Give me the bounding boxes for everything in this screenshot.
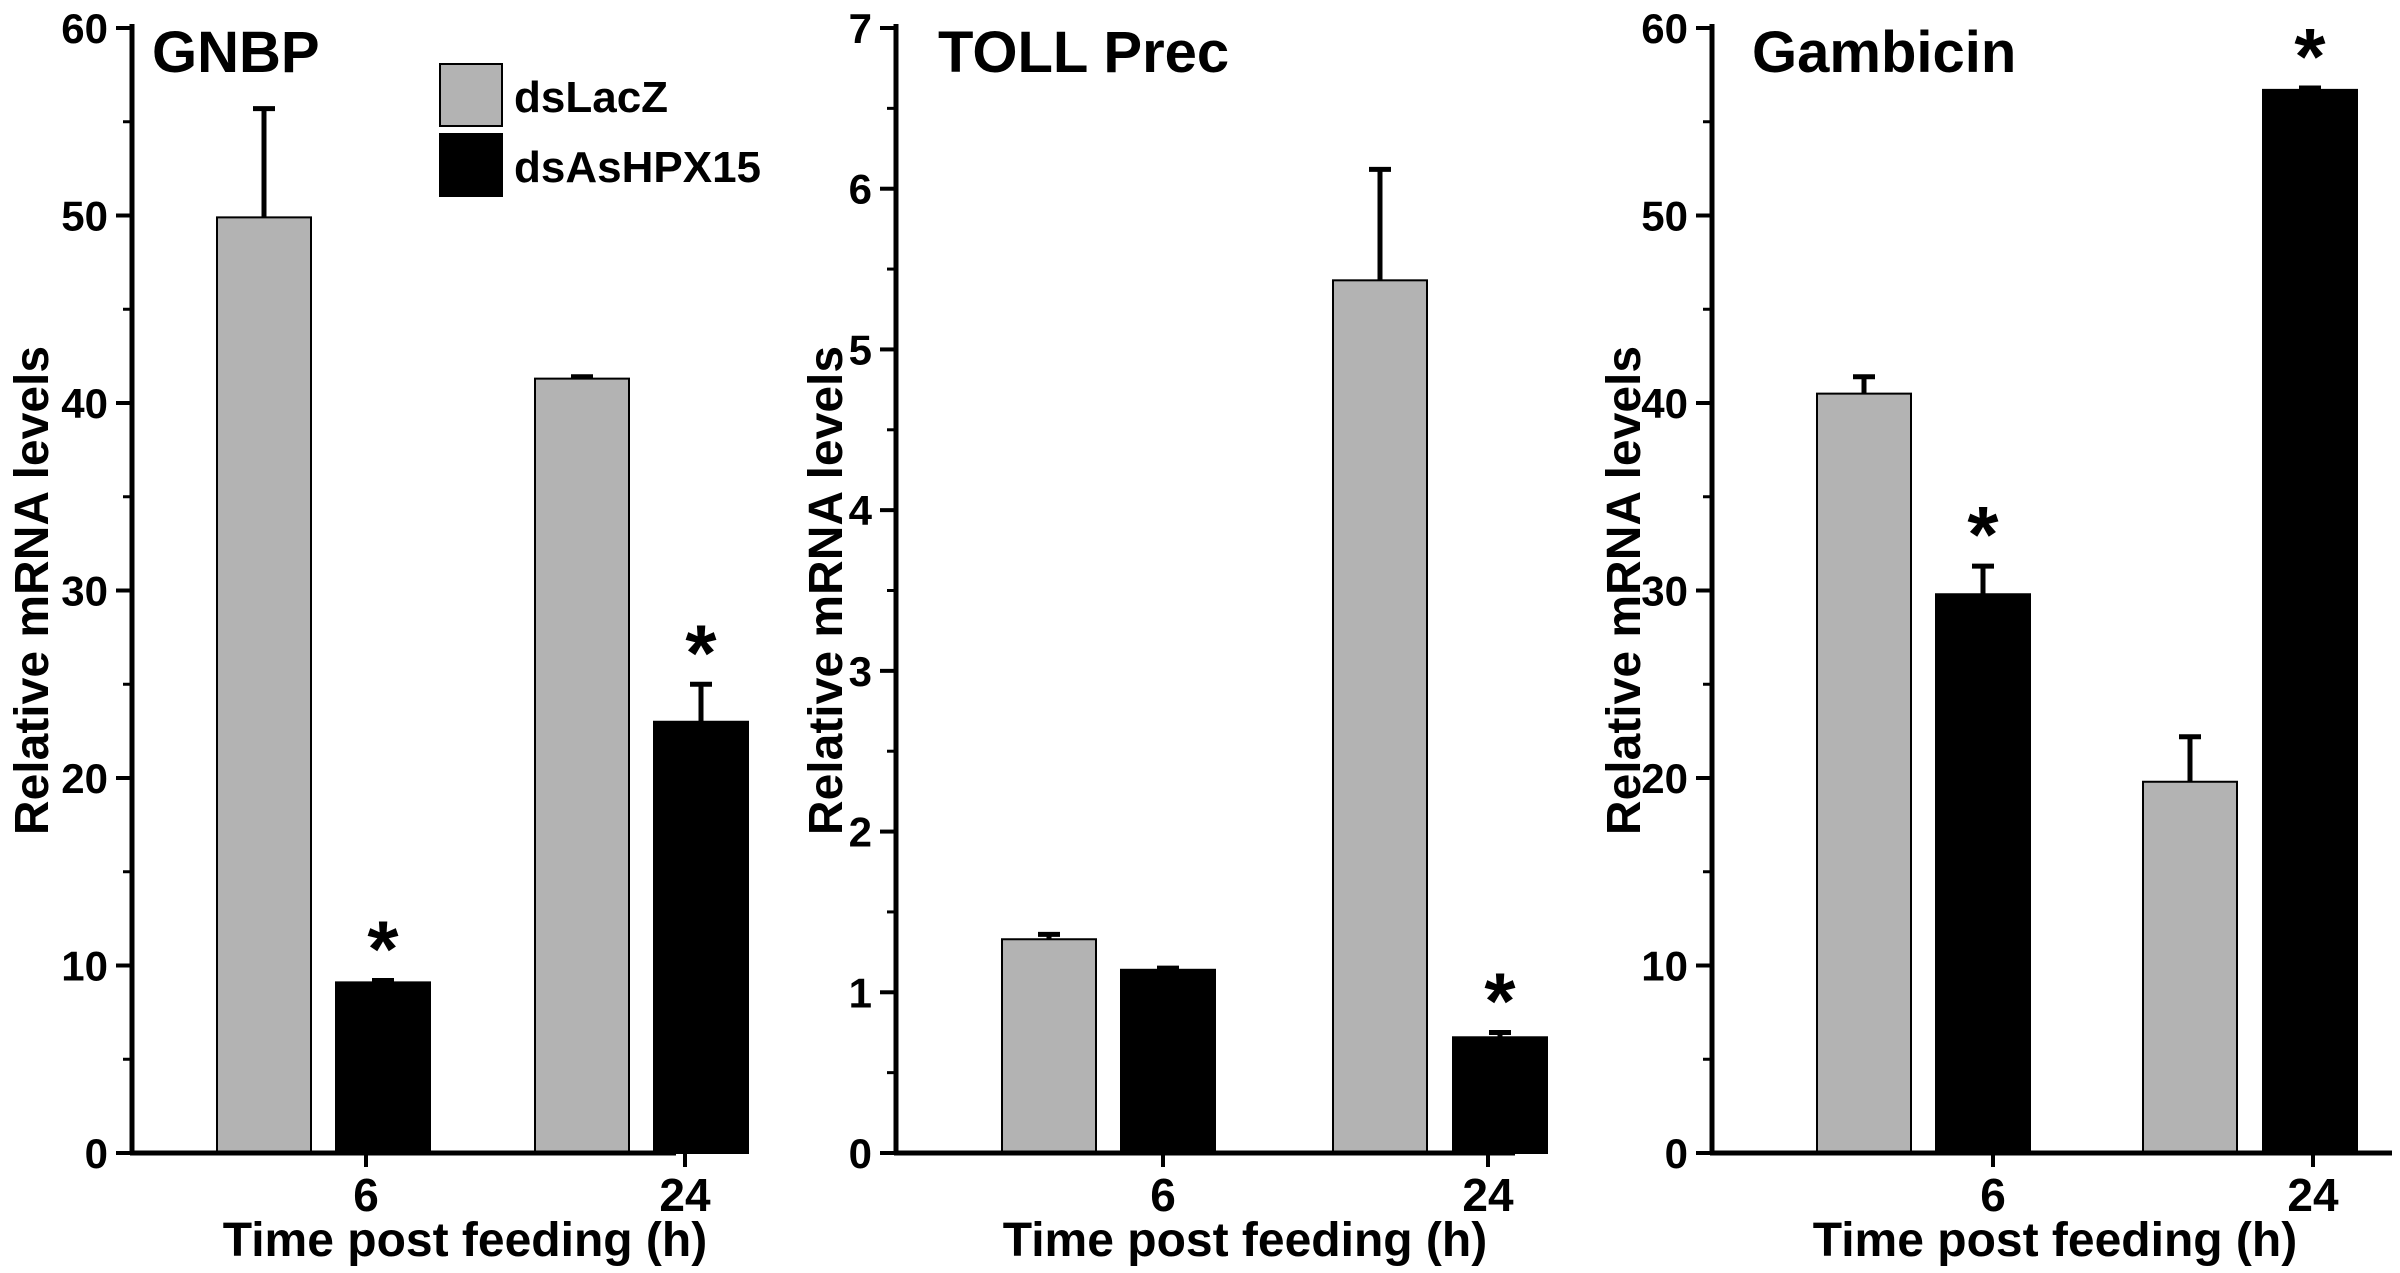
bar-dsashpx15-6h (1935, 593, 2031, 1154)
y-axis-title: Relative mRNA levels (1598, 346, 1651, 835)
bar-dslacz-24h (2142, 780, 2238, 1154)
x-tick-label: 6 (1150, 1169, 1176, 1221)
bar-dslacz-6h (216, 216, 312, 1154)
significance-star: * (2294, 12, 2326, 101)
bar-dslacz-24h (534, 377, 630, 1154)
y-tick-label: 50 (61, 193, 108, 240)
y-tick-label: 60 (1641, 5, 1688, 52)
y-tick-label: 30 (61, 568, 108, 615)
bar-dsashpx15-24h (2262, 88, 2358, 1154)
x-tick-label: 24 (2287, 1169, 2339, 1221)
y-tick-label: 60 (61, 5, 108, 52)
y-tick-label: 6 (849, 166, 872, 213)
y-tick-label: 10 (61, 943, 108, 990)
x-tick-label: 24 (1462, 1169, 1514, 1221)
significance-star: * (1484, 956, 1516, 1045)
y-tick-label: 3 (849, 648, 872, 695)
bar-dsashpx15-24h (653, 720, 749, 1154)
y-tick-label: 30 (1641, 568, 1688, 615)
legend-label-dslacz: dsLacZ (514, 73, 668, 122)
bar-dsashpx15-24h (1452, 1036, 1548, 1155)
x-axis-title: Time post feeding (h) (1003, 1214, 1487, 1267)
y-tick-label: 10 (1641, 943, 1688, 990)
significance-star: * (1967, 490, 1999, 579)
legend-swatch-dsashpx15 (439, 133, 503, 197)
significance-star: * (367, 905, 399, 994)
x-tick-label: 24 (659, 1169, 711, 1221)
x-tick-label: 6 (1980, 1169, 2006, 1221)
y-tick-label: 1 (849, 969, 872, 1016)
x-tick-label: 6 (353, 1169, 379, 1221)
y-tick-label: 0 (85, 1130, 108, 1177)
panel-title: GNBP (152, 20, 320, 85)
bar-dslacz-6h (1816, 392, 1912, 1154)
y-axis-title: Relative mRNA levels (6, 346, 59, 835)
y-tick-label: 5 (849, 326, 872, 373)
bar-dslacz-24h (1332, 279, 1428, 1155)
y-tick-label: 7 (849, 5, 872, 52)
x-axis-title: Time post feeding (h) (223, 1214, 707, 1267)
panel-gnbp: * * 0 10 20 30 40 50 60 6 24 GNBP Time post feeding … (6, 5, 749, 1267)
y-tick-label: 0 (1665, 1130, 1688, 1177)
y-tick-label: 2 (849, 809, 872, 856)
y-tick-label: 20 (1641, 755, 1688, 802)
legend: dsLacZ dsAsHPX15 (439, 63, 761, 197)
legend-label-dsashpx15: dsAsHPX15 (514, 143, 761, 192)
significance-star: * (685, 608, 717, 697)
bar-dsashpx15-6h (335, 981, 431, 1154)
y-tick-label: 40 (1641, 380, 1688, 427)
bar-dslacz-6h (1001, 938, 1097, 1154)
legend-swatch-dslacz (439, 63, 503, 127)
bar-dsashpx15-6h (1120, 968, 1216, 1154)
y-axis-title: Relative mRNA levels (800, 346, 853, 835)
panel-title: Gambicin (1752, 20, 2016, 85)
y-tick-label: 50 (1641, 193, 1688, 240)
panel-toll-prec: * 0 1 2 3 4 5 6 7 6 24 TOLL Prec Time post feeding (… (800, 5, 1548, 1267)
y-tick-label: 4 (849, 487, 873, 534)
y-tick-label: 0 (849, 1130, 872, 1177)
x-axis-title: Time post feeding (h) (1813, 1214, 2297, 1267)
y-tick-label: 40 (61, 380, 108, 427)
y-tick-label: 20 (61, 755, 108, 802)
panel-title: TOLL Prec (938, 20, 1229, 85)
panel-gambicin: * * 0 10 20 30 40 50 60 6 24 Gambicin Time post feed… (1598, 5, 2392, 1267)
